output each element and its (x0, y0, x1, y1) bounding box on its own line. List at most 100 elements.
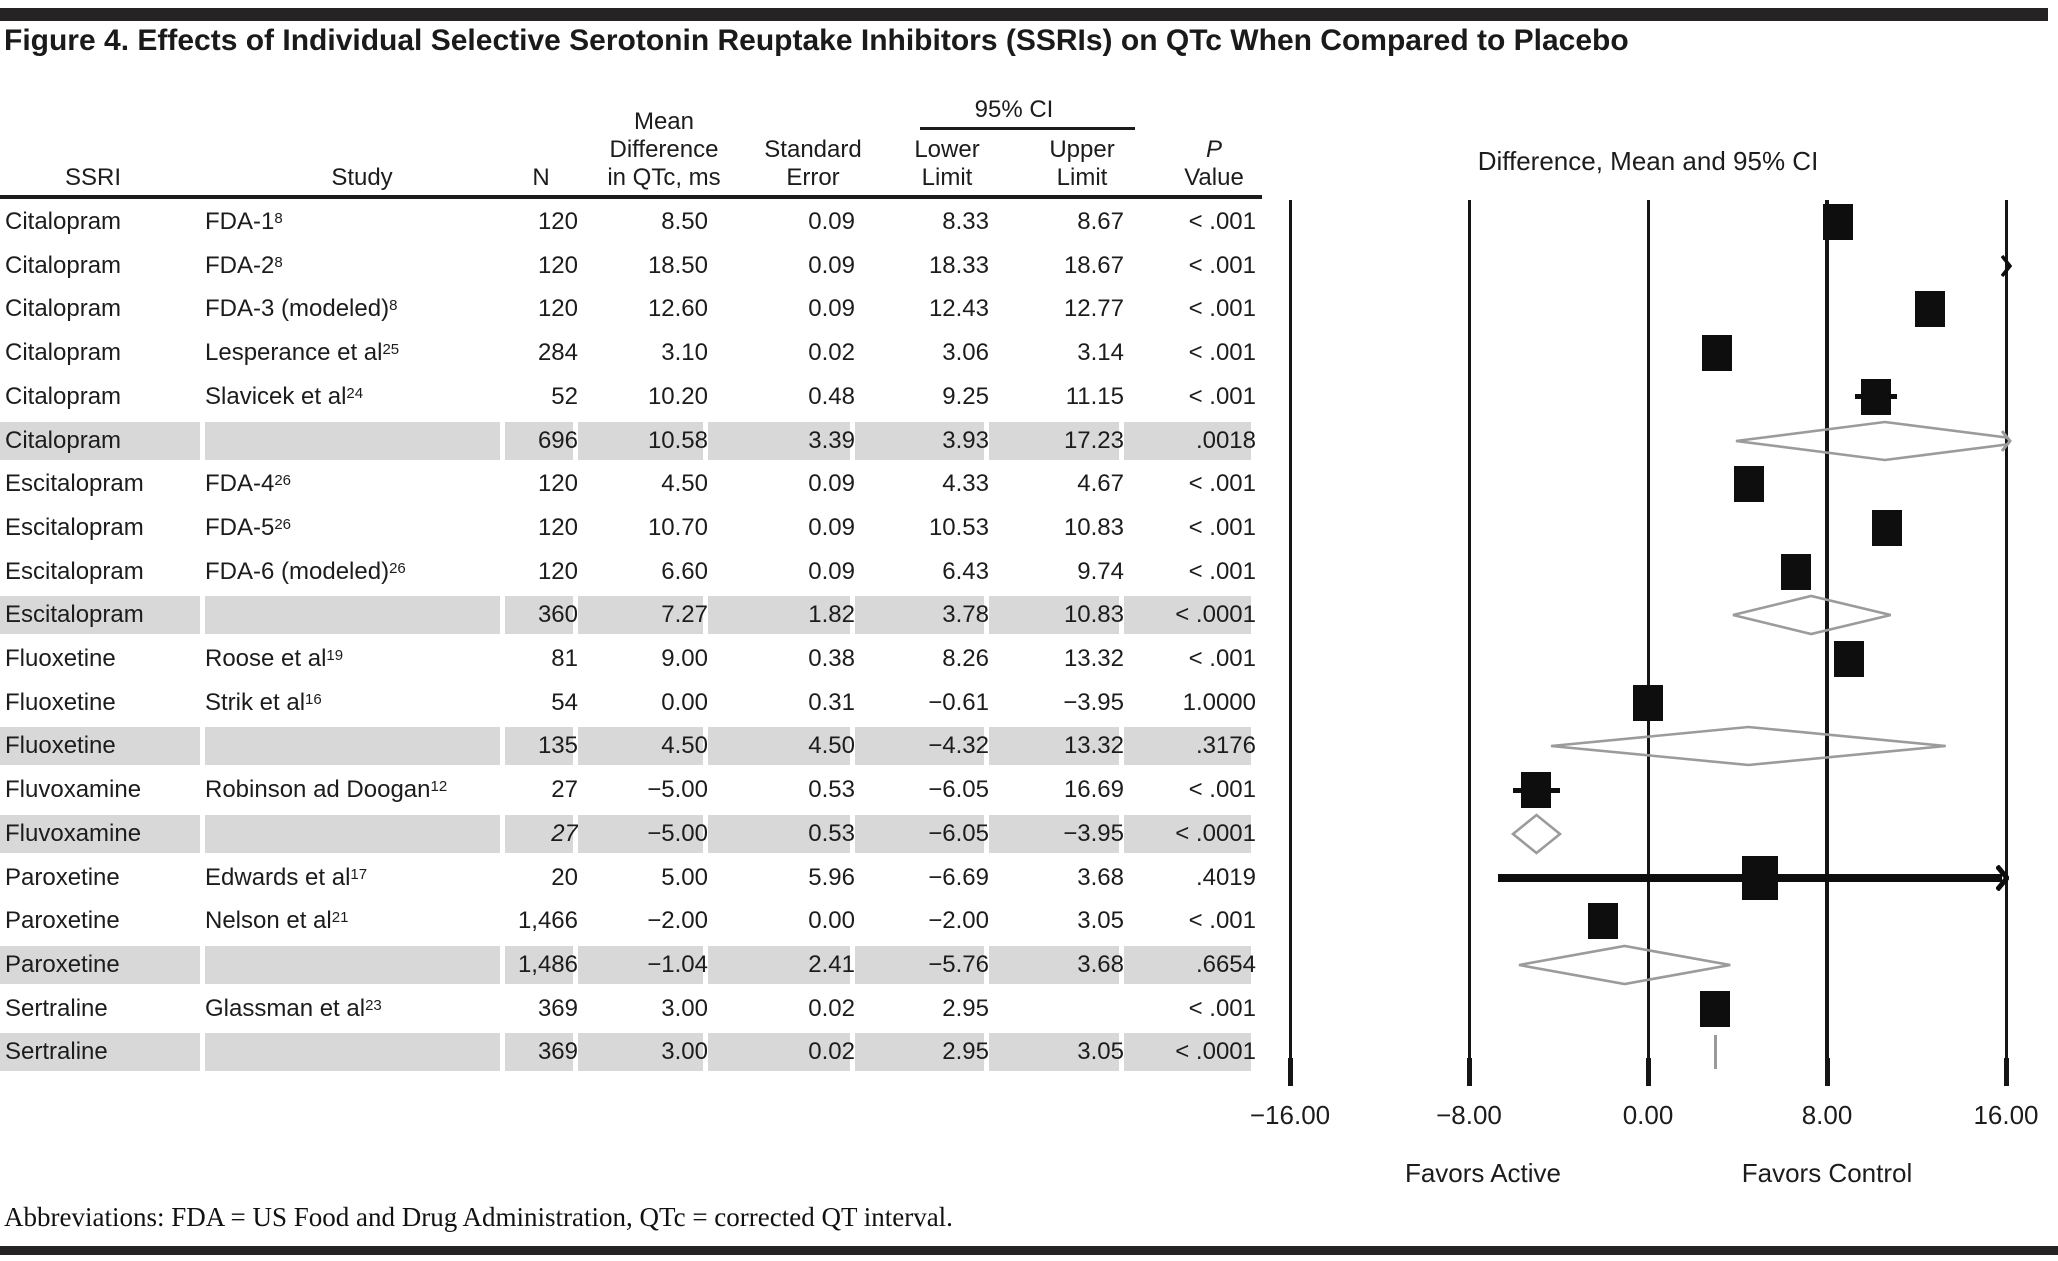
cell-standard-error: 0.09 (808, 295, 855, 323)
top-rule (0, 8, 2048, 21)
cell-study (205, 1033, 505, 1072)
cell-study: Strik et al16 (205, 688, 322, 716)
table-row: Citalopram FDA-28 120 18.50 0.09 18.33 18.67 < … (0, 247, 1256, 285)
cell-lower-limit: 8.33 (942, 208, 989, 235)
cell-ssri: Citalopram (5, 382, 122, 410)
cell-lower-limit: −4.32 (855, 727, 989, 766)
cell-study: Slavicek et al24 (205, 382, 364, 410)
cell-n: 369 (505, 1033, 578, 1072)
cell-p-value: < .001 (1188, 208, 1256, 235)
axis-gridline (1288, 200, 1292, 1058)
axis-tick-label: 16.00 (1973, 1100, 2039, 1130)
table-row: Escitalopram FDA-526 120 10.70 0.09 10.53 10.8… (0, 509, 1256, 547)
reference-superscript: 21 (331, 909, 349, 927)
cell-lower-limit: 4.33 (942, 470, 989, 498)
cell-upper-limit: −3.95 (989, 814, 1124, 853)
cell-mean-difference: 8.50 (661, 208, 708, 235)
cell-n: 81 (551, 645, 578, 672)
cell-n: 120 (537, 513, 578, 541)
cell-study (205, 945, 505, 984)
forest-square-marker (1861, 378, 1892, 415)
cell-ssri: Paroxetine (0, 945, 205, 984)
col-header-ssri: SSRI (64, 164, 121, 191)
plot-title: Difference, Mean and 95% CI (1477, 146, 1819, 176)
cell-study: Nelson et al21 (205, 907, 349, 935)
axis-tick (2003, 1058, 2009, 1086)
ci-header-underline (920, 127, 1135, 130)
cell-lower-limit: 8.26 (942, 645, 989, 672)
table-row: Fluoxetine Strik et al16 54 0.00 0.31 −0.61 −3… (0, 684, 1256, 722)
cell-p-value: 1.0000 (1182, 688, 1256, 716)
reference-superscript: 26 (389, 559, 406, 577)
reference-superscript: 26 (274, 472, 292, 490)
cell-mean-difference: 0.00 (661, 688, 708, 716)
cell-p-value: < .001 (1188, 339, 1256, 367)
forest-square-marker (1733, 466, 1764, 503)
cell-study (205, 421, 505, 460)
forest-square-marker (1741, 855, 1778, 900)
forest-square-marker (1633, 684, 1663, 721)
cell-upper-limit: 8.67 (1077, 208, 1124, 235)
cell-ssri: Fluoxetine (5, 688, 116, 716)
col-header-lower-limit: Lower Limit (914, 136, 980, 191)
favors-control-label: Favors Control (1741, 1158, 1913, 1188)
cell-ssri: Fluoxetine (5, 645, 116, 672)
cell-study (205, 814, 505, 853)
axis-tick (1824, 1058, 1830, 1086)
cell-upper-limit: 3.68 (989, 945, 1124, 984)
cell-n: 369 (537, 994, 578, 1022)
cell-standard-error: 0.48 (808, 382, 855, 410)
cell-mean-difference: 4.50 (578, 727, 708, 766)
reference-superscript: 19 (326, 647, 344, 664)
forest-square-marker (1588, 903, 1619, 940)
summary-diamond-marker (1735, 420, 2008, 461)
cell-n: 284 (537, 339, 578, 367)
forest-square-marker (1914, 291, 1945, 328)
cell-ssri: Sertraline (5, 994, 108, 1022)
cell-p-value: < .001 (1188, 776, 1256, 804)
cell-lower-limit: −6.05 (855, 814, 989, 853)
reference-superscript: 24 (346, 384, 364, 402)
forest-square-marker (1823, 204, 1854, 240)
axis-gridline (2004, 200, 2008, 1058)
cell-n: 120 (537, 557, 578, 585)
cell-standard-error: 1.82 (708, 596, 855, 635)
cell-upper-limit: 13.32 (1063, 645, 1124, 672)
table-row: Fluoxetine Roose et al19 81 9.00 0.38 8.26 13.… (0, 640, 1256, 678)
cell-lower-limit: 3.06 (942, 339, 989, 367)
cell-upper-limit: 10.83 (1063, 513, 1124, 541)
table-row: Escitalopram FDA-6 (modeled)26 120 6.60 0.09… (0, 553, 1256, 591)
table-row-summary: Sertraline 369 3.00 0.02 2.95 3.05 < .0001 (0, 1033, 1256, 1072)
cell-lower-limit: 3.78 (855, 596, 989, 635)
table-row-summary: Escitalopram 360 7.27 1.82 3.78 10.83 < .0001 (0, 596, 1256, 635)
cell-standard-error: 0.09 (808, 208, 855, 235)
cell-standard-error: 0.53 (808, 776, 855, 804)
cell-ssri: Paroxetine (5, 863, 120, 891)
cell-upper-limit: 10.83 (989, 596, 1124, 635)
cell-p-value: < .001 (1188, 251, 1256, 279)
reference-superscript: 25 (382, 341, 400, 359)
cell-n: 120 (537, 208, 578, 235)
cell-mean-difference: −2.00 (647, 907, 708, 935)
cell-lower-limit: 9.25 (942, 382, 989, 410)
col-header-mean-difference: Mean Difference in QTc, ms (607, 108, 721, 191)
cell-study: FDA-6 (modeled)26 (205, 557, 406, 585)
cell-study: Roose et al19 (205, 645, 344, 672)
reference-superscript: 8 (274, 210, 283, 227)
reference-superscript: 16 (305, 690, 322, 708)
cell-ssri: Sertraline (0, 1033, 205, 1072)
cell-lower-limit: 2.95 (855, 1033, 989, 1072)
axis-tick-label: 0.00 (1622, 1100, 1674, 1130)
cell-mean-difference: 9.00 (661, 645, 708, 672)
reference-superscript: 17 (350, 865, 368, 883)
abbreviations-note: Abbreviations: FDA = US Food and Drug Ad… (4, 1202, 953, 1232)
cell-study: FDA-3 (modeled)8 (205, 295, 398, 323)
cell-upper-limit: 3.14 (1077, 339, 1124, 367)
table-row: Citalopram Slavicek et al24 52 10.20 0.48 9.2… (0, 378, 1256, 416)
cell-p-value: .4019 (1195, 863, 1256, 891)
cell-standard-error: 0.02 (808, 339, 855, 367)
cell-lower-limit: −2.00 (928, 907, 989, 935)
col-header-standard-error: Standard Error (764, 136, 862, 191)
cell-mean-difference: 10.70 (647, 513, 708, 541)
cell-ssri: Escitalopram (5, 557, 144, 585)
